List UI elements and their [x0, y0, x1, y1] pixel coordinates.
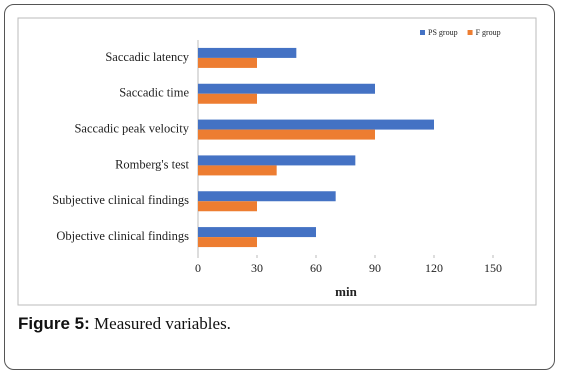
bar — [198, 83, 375, 94]
bar — [198, 227, 316, 238]
chart-border — [17, 17, 537, 306]
caption-label: Figure 5: — [18, 314, 90, 333]
bar — [198, 47, 297, 58]
x-tick-label: 150 — [484, 261, 502, 275]
bar — [198, 165, 277, 176]
y-tick-label: Objective clinical findings — [56, 229, 189, 243]
bar — [198, 93, 257, 104]
bar — [198, 191, 336, 202]
y-tick-label: Romberg's test — [115, 157, 189, 171]
legend-label: PS group — [428, 28, 458, 37]
y-tick-label: Subjective clinical findings — [52, 193, 189, 207]
caption: Figure 5: Measured variables. — [18, 314, 231, 334]
bar — [198, 201, 257, 212]
legend-label: F group — [476, 28, 501, 37]
bar — [198, 155, 356, 166]
x-tick-label: 30 — [251, 261, 263, 275]
x-axis-label: min — [335, 284, 357, 299]
x-tick-label: 60 — [310, 261, 322, 275]
y-tick-label: Saccadic latency — [105, 50, 189, 64]
caption-text: Measured variables. — [94, 314, 231, 333]
bar — [198, 119, 434, 130]
legend-swatch — [467, 30, 473, 35]
bar — [198, 57, 257, 68]
y-tick-label: Saccadic peak velocity — [74, 121, 189, 135]
legend-swatch — [420, 30, 425, 35]
y-tick-label: Saccadic time — [119, 86, 189, 100]
bar — [198, 237, 257, 248]
x-tick-label: 120 — [425, 261, 443, 275]
x-tick-label: 90 — [369, 261, 381, 275]
x-tick-label: 0 — [195, 261, 201, 275]
bar — [198, 129, 375, 140]
figure-frame — [4, 4, 555, 370]
